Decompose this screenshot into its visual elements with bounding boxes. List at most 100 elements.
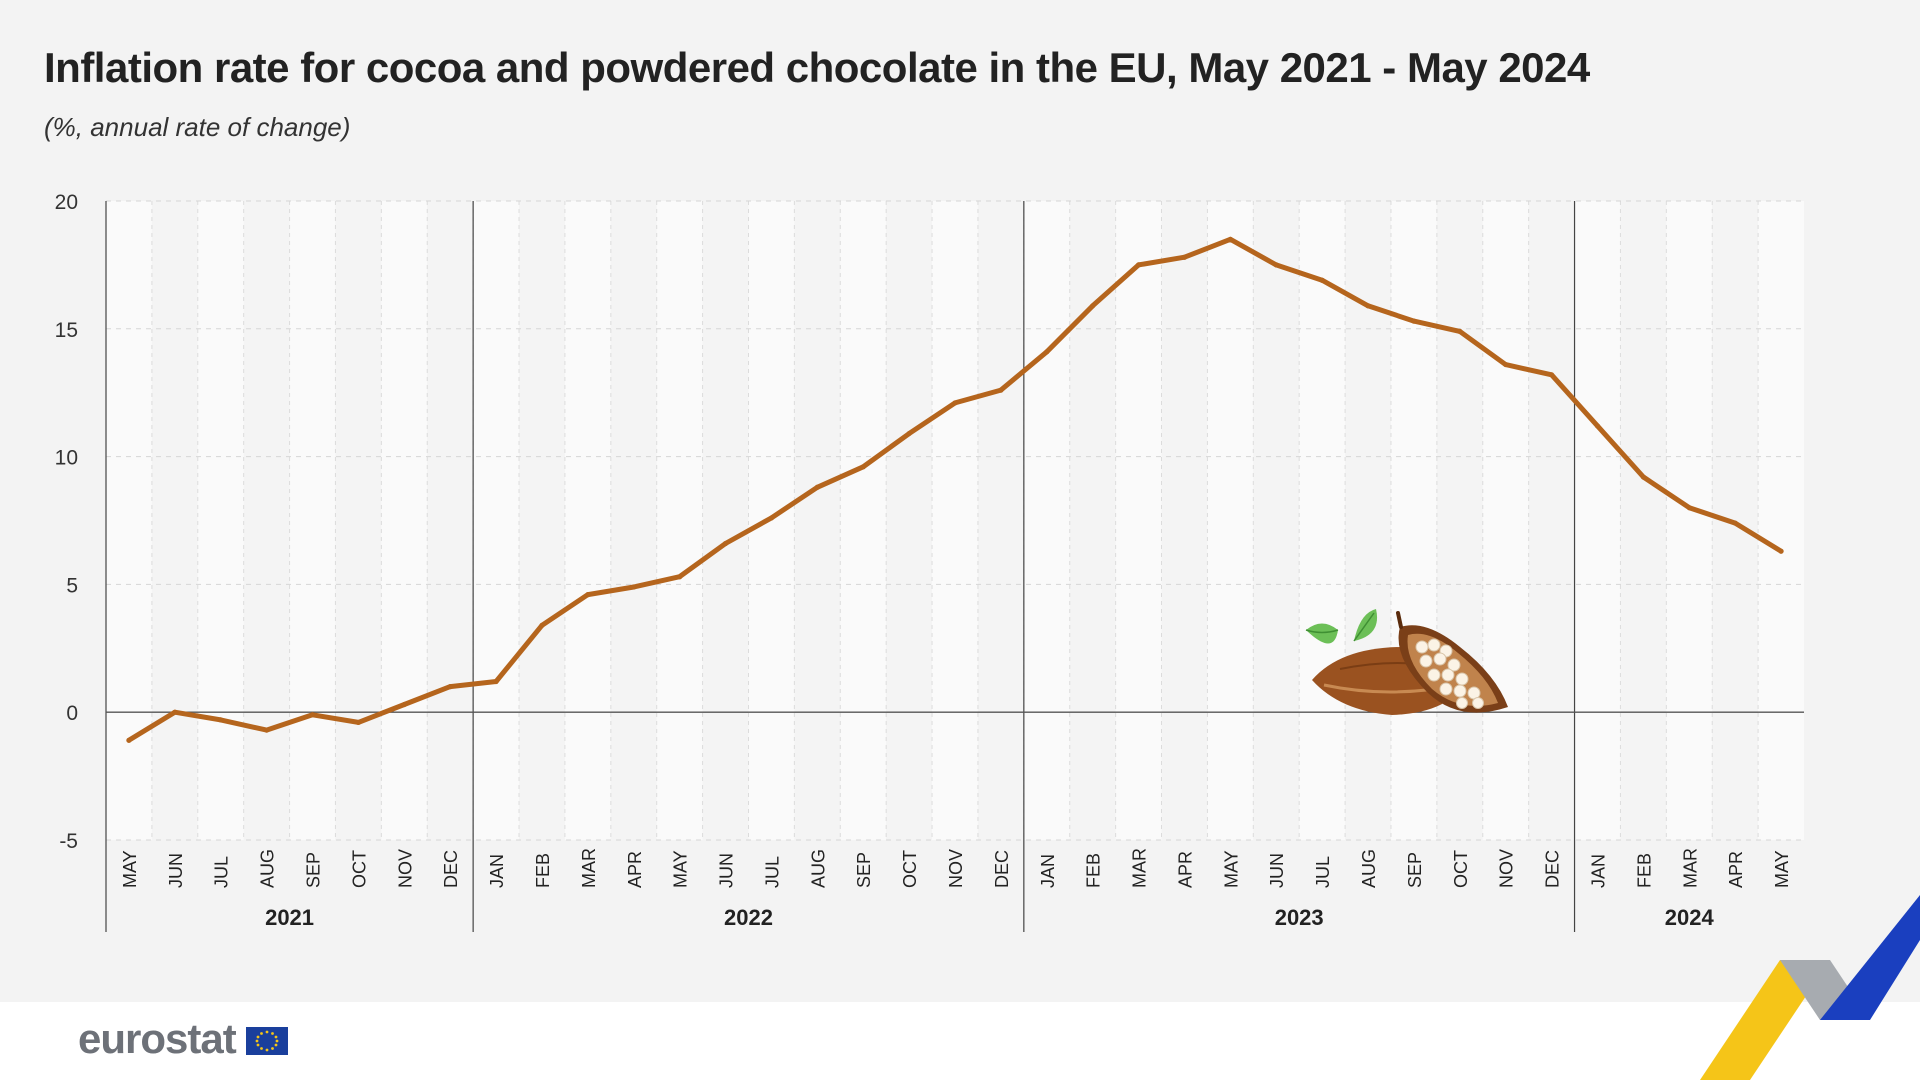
month-band (1528, 201, 1575, 840)
month-band (151, 201, 198, 840)
x-tick-label: FEB (533, 853, 553, 888)
data-point (126, 737, 132, 743)
data-point (1732, 520, 1738, 526)
y-axis-labels: -5 0 5 10 15 20 (55, 191, 78, 853)
footer-bar (0, 1002, 1920, 1080)
data-point (677, 574, 683, 580)
data-point (309, 712, 316, 718)
data-point (172, 709, 178, 715)
x-axis-month-labels: MAY JUN JUL AUG SEP OCT NOV DEC JAN FEB MAR APR MAY J… (120, 848, 1792, 888)
x-tick-label: JUN (1267, 853, 1287, 888)
month-band (1207, 201, 1254, 840)
x-tick-label: DEC (1543, 850, 1563, 888)
x-tick-label: MAR (1130, 848, 1150, 888)
year-label: 2021 (265, 905, 314, 930)
x-tick-label: FEB (1084, 853, 1104, 888)
month-band (519, 201, 565, 840)
x-tick-label: MAY (671, 850, 691, 888)
month-band (564, 201, 611, 840)
data-point (493, 678, 499, 685)
month-band (243, 201, 290, 840)
x-tick-label: JAN (1588, 854, 1608, 888)
y-tick-label: 5 (66, 574, 78, 597)
data-point (585, 592, 591, 598)
month-bands (106, 201, 1804, 840)
data-point (998, 387, 1004, 393)
x-tick-label: SEP (854, 852, 874, 888)
x-tick-label: AUG (258, 849, 278, 888)
x-tick-label: MAY (120, 850, 140, 888)
y-tick-label: 20 (55, 191, 78, 214)
y-tick-label: 15 (55, 319, 78, 342)
x-tick-label: MAY (1772, 850, 1792, 888)
x-tick-label: JUN (166, 853, 186, 888)
month-band (1069, 201, 1116, 840)
x-tick-label: SEP (304, 852, 324, 888)
eurostat-logo[interactable]: eurostat (78, 1015, 237, 1062)
data-point (1319, 277, 1325, 283)
data-point (1411, 318, 1417, 324)
data-point (1594, 423, 1601, 429)
chart-title: Inflation rate for cocoa and powdered ch… (44, 44, 1590, 91)
data-point (1227, 236, 1233, 242)
data-point (768, 515, 775, 521)
line-chart: -5 0 5 10 15 20 MAY JUN JUL AUG SEP OCT NOV DEC JAN FE… (55, 191, 1804, 932)
series-line-group (126, 236, 1784, 743)
month-band (794, 201, 841, 840)
month-band (1758, 201, 1804, 840)
x-tick-label: APR (1726, 851, 1746, 888)
data-point (1778, 548, 1784, 554)
month-band (427, 201, 474, 840)
month-band (106, 201, 152, 840)
data-point (1686, 505, 1692, 511)
x-tick-label: JUL (1313, 856, 1333, 888)
data-point (1044, 349, 1050, 355)
month-band (289, 201, 336, 840)
data-point (906, 430, 912, 437)
x-tick-label: OCT (349, 850, 369, 888)
x-tick-label: MAY (1221, 850, 1241, 888)
data-point (1181, 254, 1188, 260)
x-tick-label: JAN (1038, 854, 1058, 888)
x-tick-label: APR (625, 851, 645, 888)
x-tick-label: NOV (946, 849, 966, 888)
x-axis-year-labels: 2021 2022 2023 2024 (265, 905, 1714, 930)
month-band (1253, 201, 1300, 840)
data-point (1548, 372, 1555, 378)
month-band (1023, 201, 1070, 840)
month-band (1390, 201, 1437, 840)
data-point (952, 400, 958, 406)
data-point (860, 464, 866, 470)
month-band (702, 201, 749, 840)
month-band (656, 201, 703, 840)
data-point (355, 719, 362, 726)
month-band (1666, 201, 1713, 840)
month-band (1115, 201, 1162, 840)
data-point (264, 727, 270, 733)
data-point (1457, 328, 1463, 334)
month-band (473, 201, 520, 840)
x-tick-label: MAR (1680, 848, 1700, 888)
cocoa-pod-icon (1305, 609, 1508, 715)
x-tick-label: DEC (992, 850, 1012, 888)
month-band (977, 201, 1024, 840)
x-tick-label: OCT (900, 850, 920, 888)
month-band (197, 201, 244, 840)
x-tick-label: JUL (212, 856, 232, 888)
month-band (381, 201, 428, 840)
data-point (1640, 474, 1646, 480)
data-point (722, 540, 729, 547)
data-point (447, 684, 453, 690)
year-label: 2023 (1275, 905, 1324, 930)
data-point (218, 717, 224, 723)
x-tick-label: AUG (808, 849, 828, 888)
y-tick-label: -5 (59, 830, 78, 853)
data-point (631, 584, 637, 590)
month-band (1161, 201, 1208, 840)
x-tick-label: FEB (1634, 853, 1654, 888)
month-band (840, 201, 887, 840)
month-band (610, 201, 657, 840)
month-band (1299, 201, 1346, 840)
data-point (814, 484, 820, 490)
data-point (1365, 303, 1371, 309)
